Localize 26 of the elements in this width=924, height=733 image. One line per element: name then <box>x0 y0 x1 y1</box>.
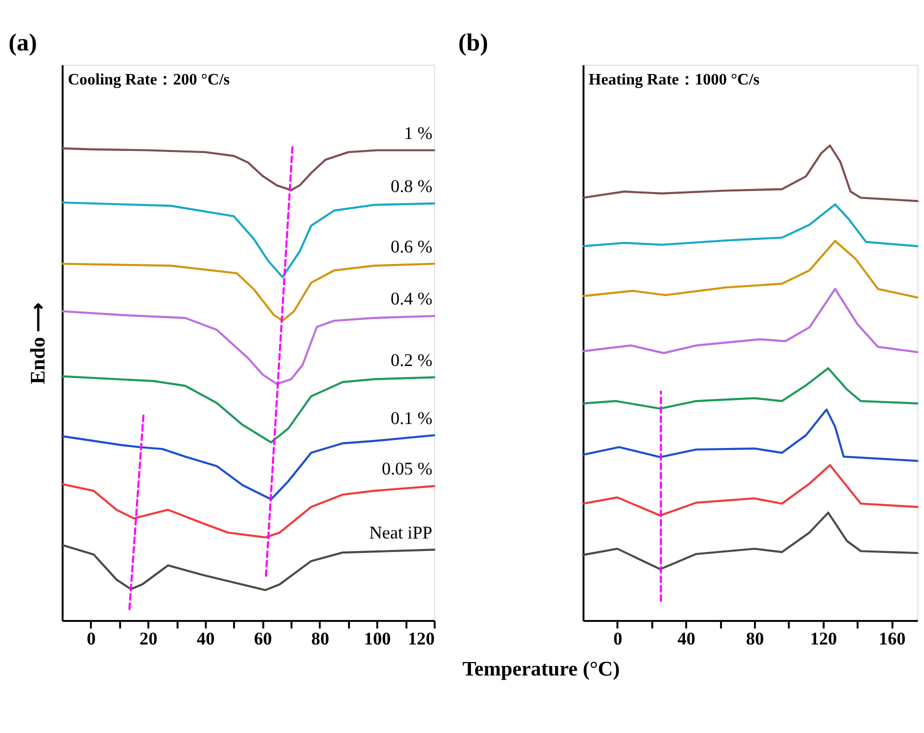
x-tick-label: 40 <box>196 628 215 648</box>
x-tick-label: 160 <box>878 628 906 648</box>
x-tick-label: 120 <box>810 628 838 648</box>
x-tick-label: 60 <box>254 628 272 648</box>
series-label: 0.2 % <box>390 350 432 370</box>
chart-title: (a) <box>8 30 38 57</box>
x-tick-label: 0 <box>86 628 96 648</box>
series-label: 0.8 % <box>390 176 432 196</box>
series-label: Neat iPP <box>369 522 432 542</box>
series-label: 0.6 % <box>390 236 432 256</box>
x-tick-label: 80 <box>746 628 764 648</box>
x-tick-label: 120 <box>408 628 435 648</box>
chart-title: (b) <box>458 30 488 57</box>
x-tick-label: 80 <box>311 628 330 648</box>
y-axis-title: Endo ⟶ <box>28 302 50 384</box>
x-tick-label: 40 <box>677 628 696 648</box>
x-tick-label: 100 <box>364 628 391 648</box>
series-label: 0.1 % <box>390 408 432 428</box>
series-label: 0.4 % <box>390 288 432 309</box>
x-tick-label: 20 <box>140 628 158 648</box>
x-axis-title: Temperature (°C) <box>462 658 620 681</box>
series-label: 1 % <box>404 122 432 143</box>
x-tick-label: 0 <box>613 628 622 648</box>
text: Cooling Rate：200 °C/s <box>68 72 230 89</box>
series-label: 0.05 % <box>382 458 432 479</box>
text: Heating Rate：1000 °C/s <box>588 72 760 89</box>
